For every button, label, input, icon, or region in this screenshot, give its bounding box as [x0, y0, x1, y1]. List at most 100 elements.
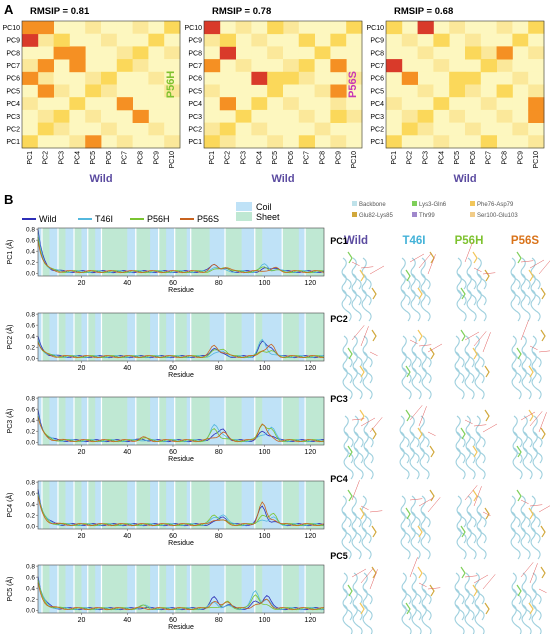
highlighted-segment — [472, 347, 478, 360]
motion-vector — [351, 568, 367, 578]
backbone-ribbon — [522, 447, 533, 480]
heatmap-cell — [235, 71, 252, 85]
heatmap-xtick: PC10 — [533, 151, 540, 169]
backbone-ribbon — [521, 604, 532, 634]
sheet-band — [255, 228, 263, 276]
ytick-label: 0.4 — [26, 333, 35, 340]
heatmap-cell — [132, 135, 149, 149]
sheet-band — [191, 313, 210, 361]
heatmap-cell — [37, 33, 54, 47]
heatmap-title: RMSIP = 0.81 — [30, 6, 90, 17]
heatmap-cell — [164, 21, 181, 35]
backbone-ribbon — [476, 273, 487, 306]
motion-vector — [360, 505, 369, 511]
ytick-label: 0.8 — [26, 226, 35, 233]
heatmap-cell-strong — [480, 135, 497, 149]
heatmap-group: RMSIP = 0.81 PC1 PC2 PC3 PC4 PC5 PC6 PC7 PC8 PC9 P… — [2, 6, 545, 185]
backbone-ribbon — [401, 367, 412, 400]
heatmap-cell — [85, 21, 102, 35]
xtick-label: 60 — [169, 280, 177, 287]
backbone-ribbon — [410, 527, 421, 560]
backbone-ribbon — [464, 572, 475, 605]
highlighted-segment — [405, 507, 411, 520]
heatmap-cell — [512, 122, 529, 136]
heatmap-cell-strong — [37, 59, 54, 73]
motion-vector — [538, 350, 550, 353]
heatmap-cell-strong — [22, 71, 39, 85]
heatmap-ytick: PC5 — [6, 88, 20, 95]
protein-structure — [454, 566, 496, 634]
protein-structure — [456, 485, 491, 560]
structure-header: P56S — [511, 235, 539, 247]
sheet-band — [255, 313, 263, 361]
heatmap-cell-strong — [132, 109, 149, 123]
backbone-ribbon — [456, 527, 467, 560]
series-line-wild — [37, 409, 325, 443]
motion-vector — [351, 261, 360, 267]
heatmap-cell-strong — [116, 97, 133, 111]
heatmap-cell — [204, 84, 221, 98]
backbone-ribbon — [474, 351, 485, 384]
sheet-band — [136, 313, 151, 361]
heatmap-ytick: PC7 — [6, 63, 20, 70]
heatmap-cell — [314, 97, 331, 111]
backbone-ribbon — [532, 431, 543, 464]
sheet-band — [282, 228, 299, 276]
heatmap-cell — [85, 46, 102, 60]
heatmap-cell — [433, 59, 450, 73]
series-line-p56s — [37, 582, 325, 611]
highlighted-segment — [371, 525, 377, 538]
motion-vector — [464, 575, 478, 578]
sheet-band — [159, 481, 167, 529]
heatmap-cell — [298, 46, 315, 60]
highlighted-segment — [460, 525, 466, 538]
protein-structure — [401, 329, 443, 400]
protein-structure — [456, 242, 496, 322]
backbone-ribbon — [351, 495, 362, 528]
heatmap-cell — [164, 46, 181, 60]
backbone-ribbon — [520, 495, 531, 528]
protein-structure — [341, 251, 385, 322]
pc-row-label: PC2 — [330, 314, 348, 324]
backbone-ribbon — [465, 447, 476, 480]
heatmap-ytick: PC6 — [370, 76, 384, 83]
motion-vector — [482, 272, 496, 275]
sheet-band — [74, 565, 82, 613]
protein-structure — [512, 409, 547, 480]
sheet-band — [74, 481, 82, 529]
sheet-band — [136, 481, 151, 529]
heatmap-cell — [164, 59, 181, 73]
backbone-ribbon — [454, 335, 465, 368]
heatmap-2: RMSIP = 0.78 PC1 PC2 PC3 PC4 PC5 PC6 PC7 PC8 PC9 P… — [165, 6, 363, 185]
highlighted-segment — [516, 489, 522, 502]
sheet-band — [175, 565, 187, 613]
highlighted-segment — [405, 409, 411, 422]
heatmap-cell — [204, 97, 221, 111]
heatmap-cell — [251, 84, 268, 98]
heatmap-cell — [417, 84, 434, 98]
heatmap-cell-strong — [496, 46, 513, 60]
highlighted-segment — [429, 489, 435, 502]
backbone-ribbon — [421, 588, 432, 621]
backbone-ribbon — [531, 335, 542, 368]
heatmap-cell — [298, 84, 315, 98]
backbone-ribbon — [410, 511, 421, 544]
backbone-ribbon — [411, 367, 422, 400]
heatmap-cell — [219, 71, 236, 85]
highlighted-segment — [460, 427, 466, 440]
backbone-ribbon — [521, 335, 532, 368]
backbone-ribbon — [362, 367, 373, 400]
backbone-ribbon — [409, 415, 420, 448]
ytick-label: 0.4 — [26, 585, 35, 592]
band-gap — [254, 313, 256, 361]
heatmap-cell-strong — [37, 21, 54, 35]
highlighted-segment — [472, 251, 478, 264]
heatmap-cell — [346, 46, 363, 60]
heatmap-ytick: PC2 — [370, 126, 384, 133]
band-gap — [158, 565, 160, 613]
backbone-ribbon — [475, 431, 486, 464]
heatmap-xtick: PC2 — [225, 151, 232, 165]
sheet-band — [175, 397, 187, 445]
ytick-label: 0.6 — [26, 237, 35, 244]
backbone-ribbon — [362, 335, 373, 368]
